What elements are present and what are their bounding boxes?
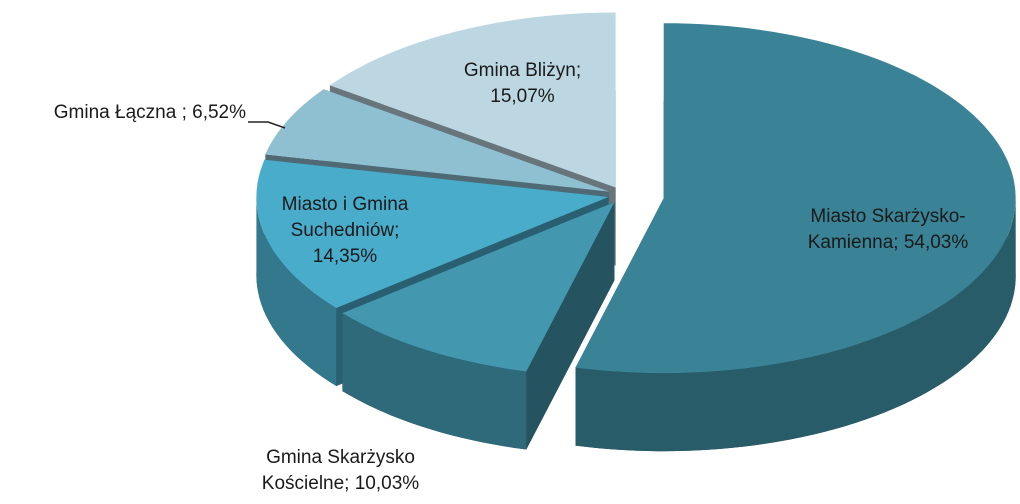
slice-side: [342, 313, 527, 450]
slice-label: Miasto i Gmina Suchedniów; 14,35%: [281, 194, 409, 267]
slice: [342, 202, 615, 450]
slice-label: Gmina Łączna ; 6,52%: [53, 102, 246, 123]
leader-line: [248, 121, 286, 129]
slice-top: [256, 159, 609, 308]
slice: [575, 23, 1016, 452]
slice-side: [575, 198, 1016, 452]
slice-side: [256, 197, 337, 386]
slice-top: [329, 12, 616, 188]
slice-label: Miasto Skarżysko-Kamienna; 54,03%: [807, 206, 969, 253]
slice-top: [265, 89, 610, 192]
slice-label: Gmina Skarżysko Kościelne; 10,03%: [261, 447, 420, 494]
slice-label: Gmina Bliżyn; 15,07%: [463, 60, 582, 107]
slice-top: [342, 202, 615, 372]
slice-top: [575, 23, 1016, 374]
